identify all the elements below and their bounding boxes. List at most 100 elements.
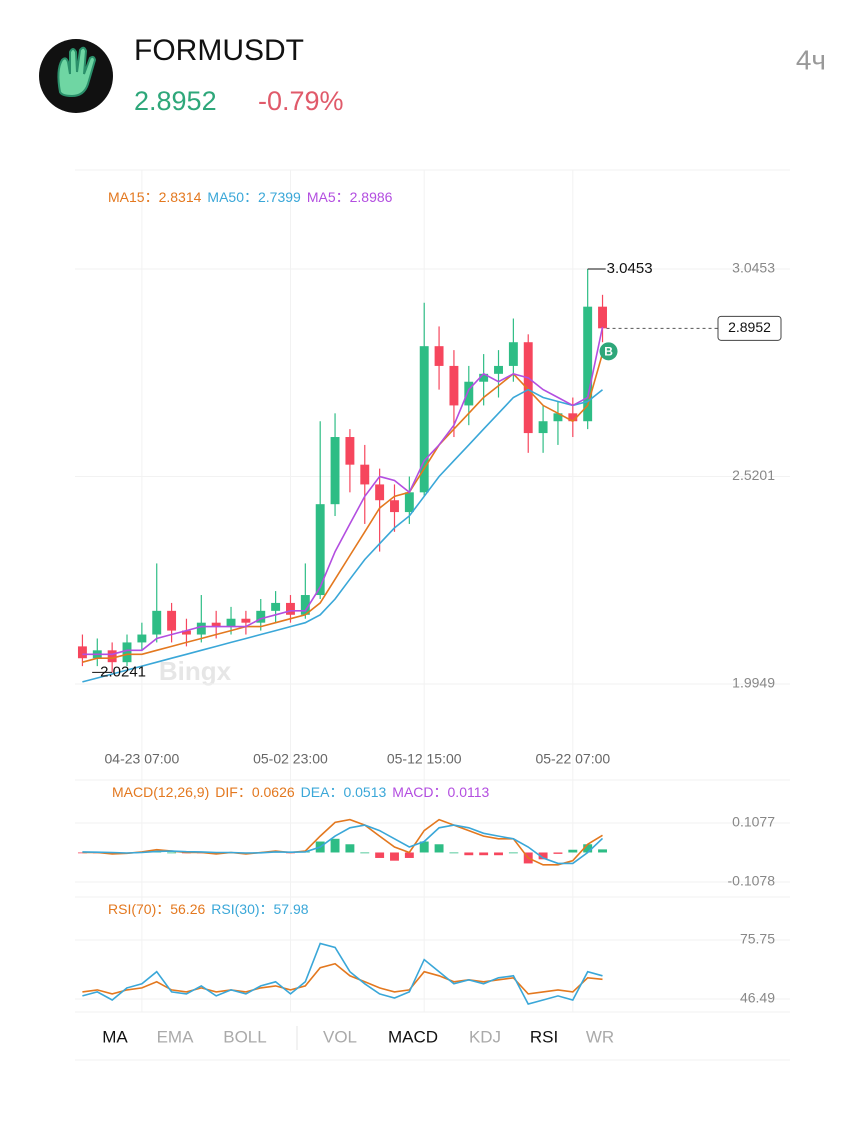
legend: RSI(70)：56.26 RSI(30)：57.98 bbox=[108, 901, 309, 917]
candle-body bbox=[300, 595, 310, 615]
macd-bar bbox=[479, 852, 489, 856]
legend-value: 0.0113 bbox=[448, 784, 490, 800]
indicator-tab[interactable]: KDJ bbox=[469, 1027, 501, 1046]
indicator-tab[interactable]: VOL bbox=[323, 1027, 357, 1046]
legend-separator: ： bbox=[244, 189, 258, 205]
candle-body bbox=[196, 622, 206, 635]
y-tick-label: -0.1078 bbox=[728, 873, 776, 889]
high-label: 3.0453 bbox=[607, 260, 653, 277]
candle-body bbox=[494, 365, 503, 374]
macd-bar bbox=[345, 844, 355, 853]
legend-value: 0.0626 bbox=[252, 784, 295, 800]
macd-bar bbox=[390, 852, 399, 861]
last-price: 2.8952 bbox=[134, 86, 217, 116]
indicator-tab[interactable]: BOLL bbox=[223, 1027, 266, 1046]
y-tick-label: 0.1077 bbox=[732, 814, 775, 830]
legend-value: 56.26 bbox=[170, 901, 205, 917]
macd-bar bbox=[494, 852, 503, 856]
candle-body bbox=[330, 437, 340, 505]
candle-body bbox=[226, 618, 236, 627]
macd-bar bbox=[568, 849, 578, 853]
indicator-tab[interactable]: WR bbox=[586, 1027, 614, 1046]
candle-body bbox=[390, 500, 399, 513]
candle-body bbox=[107, 650, 117, 663]
legend-separator: ： bbox=[260, 901, 274, 917]
indicator-line bbox=[82, 326, 604, 656]
candle-body bbox=[583, 306, 593, 422]
macd-bar bbox=[464, 852, 474, 856]
logo bbox=[39, 39, 113, 113]
candle-body bbox=[419, 346, 429, 493]
indicator-line bbox=[82, 942, 603, 1005]
candle-body bbox=[360, 464, 370, 485]
candle-body bbox=[256, 610, 266, 623]
legend-name: MA15 bbox=[108, 189, 145, 205]
candle-body bbox=[122, 642, 132, 663]
y-tick-label: 1.9949 bbox=[732, 675, 775, 691]
legend-value: 57.98 bbox=[274, 901, 309, 917]
legend-name: DEA bbox=[301, 784, 330, 800]
legend-name: MA50 bbox=[207, 189, 244, 205]
candle-body bbox=[211, 622, 221, 627]
legend-name: DIF bbox=[215, 784, 238, 800]
candle-body bbox=[523, 342, 533, 434]
candle-body bbox=[77, 646, 87, 659]
candle-body bbox=[152, 610, 162, 635]
low-label: 2.0241 bbox=[100, 663, 146, 680]
buy-badge bbox=[599, 342, 618, 361]
legend-separator: ： bbox=[156, 901, 170, 917]
indicator-tab[interactable]: EMA bbox=[157, 1027, 195, 1046]
macd-bar bbox=[449, 852, 459, 854]
candle-body bbox=[167, 610, 177, 631]
candle-body bbox=[271, 602, 281, 611]
price-change: -0.79% bbox=[258, 86, 344, 116]
legend-separator: ： bbox=[434, 784, 448, 800]
macd-bar bbox=[598, 849, 607, 853]
candle-body bbox=[508, 342, 518, 366]
legend-separator: ： bbox=[336, 189, 350, 205]
macd-bar bbox=[508, 852, 518, 854]
candle-body bbox=[598, 306, 607, 329]
macd-bar bbox=[375, 852, 385, 858]
logo-hand bbox=[57, 46, 97, 98]
candle-body bbox=[241, 618, 251, 623]
legend-name: MA5 bbox=[307, 189, 336, 205]
candle-body bbox=[181, 630, 191, 635]
candle-body bbox=[404, 492, 414, 513]
indicator-tab[interactable]: MA bbox=[102, 1027, 128, 1046]
indicator-line bbox=[82, 962, 603, 995]
legend: MA15：2.8314 MA50：2.7399 MA5：2.8986 bbox=[108, 189, 393, 205]
candle-body bbox=[345, 437, 355, 465]
y-tick-label: 2.5201 bbox=[732, 467, 775, 483]
candle-body bbox=[479, 373, 489, 382]
y-tick-label: 3.0453 bbox=[732, 260, 775, 276]
macd-bar bbox=[360, 852, 370, 854]
macd-bar bbox=[583, 844, 593, 853]
x-tick-label: 05-12 15:00 bbox=[387, 751, 462, 767]
indicator-tab[interactable]: RSI bbox=[530, 1027, 558, 1046]
last-price-box bbox=[717, 315, 782, 341]
x-tick-label: 05-02 23:00 bbox=[253, 751, 328, 767]
macd-bar bbox=[538, 852, 548, 860]
interval[interactable]: 4ч bbox=[796, 44, 826, 75]
legend-name: RSI(30) bbox=[211, 901, 259, 917]
macd-bar bbox=[404, 852, 414, 858]
legend-separator: ： bbox=[238, 784, 252, 800]
candle-body bbox=[375, 484, 385, 501]
legend-name: MACD bbox=[392, 784, 433, 800]
macd-bar bbox=[434, 844, 444, 853]
macd-bar bbox=[330, 838, 340, 853]
candle-body bbox=[568, 413, 578, 422]
legend-value: 2.7399 bbox=[258, 189, 301, 205]
candle-body bbox=[449, 365, 459, 406]
symbol: FORMUSDT bbox=[134, 34, 304, 67]
watermark: Bingx bbox=[159, 656, 232, 686]
indicator-tab[interactable]: MACD bbox=[388, 1027, 438, 1046]
candle-body bbox=[434, 346, 444, 366]
last-price-label: 2.8952 bbox=[728, 319, 771, 335]
buy-badge-label: B bbox=[604, 344, 613, 358]
candle-body bbox=[286, 602, 295, 615]
macd-bar bbox=[553, 852, 563, 854]
indicator-line bbox=[82, 353, 604, 663]
candle-body bbox=[137, 634, 147, 643]
